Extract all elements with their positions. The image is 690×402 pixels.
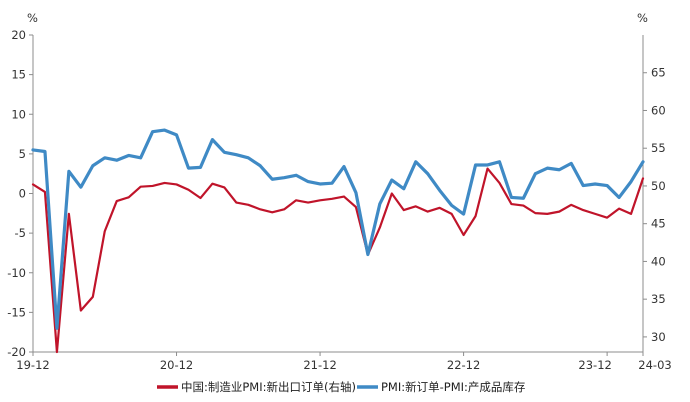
- right-tick-label: 45: [651, 217, 666, 231]
- left-axis-ticks: -20 -15 -10 -5 0 5 10 15 20: [7, 28, 33, 359]
- plot-area: [32, 35, 644, 353]
- right-tick-label: 60: [651, 103, 666, 117]
- left-axis-unit: %: [27, 11, 38, 25]
- right-tick-label: 35: [651, 292, 666, 306]
- x-tick-label: 20-12: [160, 358, 193, 372]
- left-tick-label: 15: [11, 68, 26, 82]
- left-tick-label: 5: [19, 147, 26, 161]
- x-tick-label: 22-12: [447, 358, 480, 372]
- right-tick-label: 65: [651, 66, 666, 80]
- legend: 中国:制造业PMI:新出口订单(右轴) PMI:新订单-PMI:产成品库存: [157, 380, 525, 394]
- left-tick-label: -10: [7, 266, 26, 280]
- left-tick-label: 10: [11, 107, 26, 121]
- x-axis-ticks: 19-12 20-12 21-12 22-12 23-12 24-03: [16, 352, 672, 372]
- left-tick-label: -15: [7, 305, 26, 319]
- series-line-orders-minus-inventory: [31, 128, 645, 330]
- right-axis-unit: %: [637, 11, 648, 25]
- x-tick-label: 19-12: [16, 358, 49, 372]
- right-tick-label: 30: [651, 330, 666, 344]
- legend-label-export-orders: 中国:制造业PMI:新出口订单(右轴): [181, 380, 356, 394]
- right-tick-label: 50: [651, 179, 666, 193]
- legend-item-export-orders: 中国:制造业PMI:新出口订单(右轴): [157, 380, 356, 394]
- left-tick-label: -5: [15, 226, 26, 240]
- right-tick-label: 40: [651, 254, 666, 268]
- left-tick-label: 20: [11, 28, 26, 42]
- left-tick-label: -20: [7, 345, 26, 359]
- x-tick-label: 21-12: [303, 358, 336, 372]
- right-tick-label: 55: [651, 141, 666, 155]
- series-line-export-orders: [31, 167, 645, 354]
- left-tick-label: 0: [19, 187, 26, 201]
- legend-item-orders-minus-inventory: PMI:新订单-PMI:产成品库存: [357, 380, 525, 394]
- right-axis-ticks: 30 35 40 45 50 55 60 65: [643, 66, 666, 344]
- series-layer: [31, 128, 645, 354]
- x-tick-label: 23-12: [578, 358, 611, 372]
- x-tick-label: 24-03: [638, 358, 671, 372]
- legend-label-orders-minus-inventory: PMI:新订单-PMI:产成品库存: [381, 380, 525, 394]
